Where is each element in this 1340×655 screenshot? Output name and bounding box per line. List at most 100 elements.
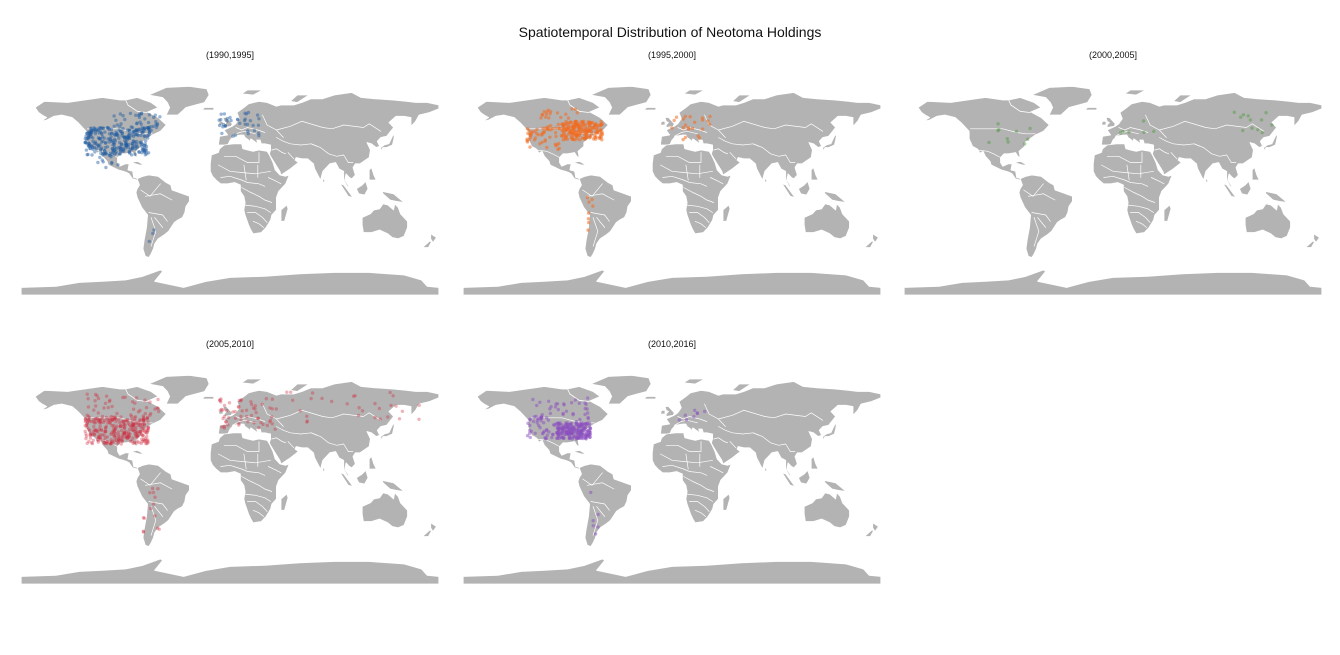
country-border bbox=[276, 409, 382, 421]
site-point bbox=[103, 425, 108, 430]
country-border bbox=[220, 175, 266, 187]
site-point bbox=[97, 427, 102, 431]
site-point bbox=[101, 139, 105, 144]
site-point bbox=[130, 418, 134, 422]
country-border bbox=[271, 437, 287, 444]
country-border bbox=[1124, 187, 1156, 203]
country-border bbox=[1005, 170, 1013, 175]
country-border bbox=[93, 438, 118, 447]
site-point bbox=[111, 418, 115, 422]
site-point bbox=[139, 140, 143, 144]
land-uk bbox=[664, 117, 675, 128]
land-eurasia bbox=[660, 92, 882, 188]
land-baffin bbox=[1008, 97, 1042, 113]
site-point bbox=[88, 146, 92, 150]
land-new-zealand-n bbox=[430, 522, 437, 532]
site-point bbox=[87, 144, 91, 148]
country-border bbox=[564, 170, 572, 175]
site-point bbox=[112, 433, 117, 438]
site-point bbox=[127, 431, 131, 435]
site-point bbox=[113, 133, 117, 137]
site-point bbox=[590, 197, 594, 202]
site-point bbox=[570, 107, 574, 111]
facet-panel-2005-2010: (2005,2010] bbox=[20, 339, 440, 629]
site-point bbox=[130, 439, 134, 443]
site-point bbox=[259, 420, 263, 425]
land-madagascar bbox=[722, 493, 731, 511]
site-point bbox=[285, 390, 289, 394]
site-point bbox=[578, 138, 582, 142]
site-point bbox=[91, 128, 96, 133]
site-point bbox=[85, 392, 89, 396]
site-point bbox=[149, 125, 153, 129]
site-point bbox=[546, 125, 550, 129]
site-point bbox=[260, 402, 264, 406]
site-point bbox=[147, 125, 151, 130]
site-point bbox=[152, 115, 156, 120]
site-point bbox=[125, 138, 129, 142]
site-point bbox=[132, 129, 136, 134]
site-point bbox=[135, 431, 139, 435]
site-point bbox=[120, 149, 125, 153]
country-border bbox=[596, 506, 606, 517]
site-point bbox=[87, 130, 91, 134]
site-point bbox=[118, 129, 123, 133]
country-border bbox=[1114, 130, 1139, 137]
site-point bbox=[564, 431, 568, 435]
site-point bbox=[133, 147, 138, 151]
site-point bbox=[137, 113, 141, 118]
land-australia bbox=[803, 492, 850, 529]
site-point bbox=[1014, 129, 1019, 134]
site-point bbox=[90, 144, 94, 148]
land-australia bbox=[803, 203, 850, 240]
site-point bbox=[119, 129, 123, 134]
country-border bbox=[535, 438, 560, 447]
site-point bbox=[133, 416, 137, 420]
site-point bbox=[569, 401, 574, 405]
site-point bbox=[131, 423, 135, 427]
site-point bbox=[589, 135, 593, 139]
site-point bbox=[128, 439, 133, 443]
country-border bbox=[267, 466, 282, 474]
site-point bbox=[126, 135, 131, 139]
site-point bbox=[996, 122, 1000, 126]
site-point bbox=[112, 435, 117, 439]
site-point bbox=[98, 420, 103, 424]
country-border bbox=[287, 152, 295, 160]
site-point bbox=[674, 115, 679, 119]
site-point bbox=[233, 409, 237, 414]
site-point bbox=[99, 421, 103, 425]
site-point bbox=[112, 430, 116, 434]
site-point bbox=[217, 118, 221, 122]
site-point bbox=[145, 415, 150, 420]
site-point bbox=[151, 124, 156, 129]
site-point bbox=[219, 117, 223, 122]
country-border bbox=[713, 437, 729, 444]
site-point bbox=[544, 428, 549, 433]
land-new-zealand-n bbox=[430, 233, 437, 243]
land-sumatra bbox=[339, 472, 354, 487]
land-iceland bbox=[643, 396, 657, 400]
country-border bbox=[243, 164, 247, 181]
country-border bbox=[1033, 217, 1040, 247]
site-point bbox=[126, 142, 131, 147]
site-point bbox=[130, 130, 135, 135]
site-point bbox=[91, 147, 95, 151]
site-point bbox=[89, 419, 93, 424]
site-point bbox=[547, 399, 551, 403]
site-point bbox=[149, 411, 153, 416]
site-point bbox=[147, 130, 152, 135]
site-point bbox=[89, 431, 93, 436]
site-point bbox=[305, 419, 309, 423]
site-point bbox=[111, 441, 115, 445]
site-point bbox=[540, 140, 544, 144]
site-point bbox=[143, 430, 147, 434]
site-point bbox=[143, 143, 147, 148]
site-point bbox=[571, 127, 575, 131]
land-sumatra bbox=[781, 472, 796, 487]
site-point bbox=[546, 418, 551, 422]
site-point bbox=[268, 418, 273, 423]
facet-label: (1995,2000] bbox=[647, 50, 697, 60]
site-point bbox=[135, 121, 139, 125]
site-point bbox=[540, 133, 544, 137]
